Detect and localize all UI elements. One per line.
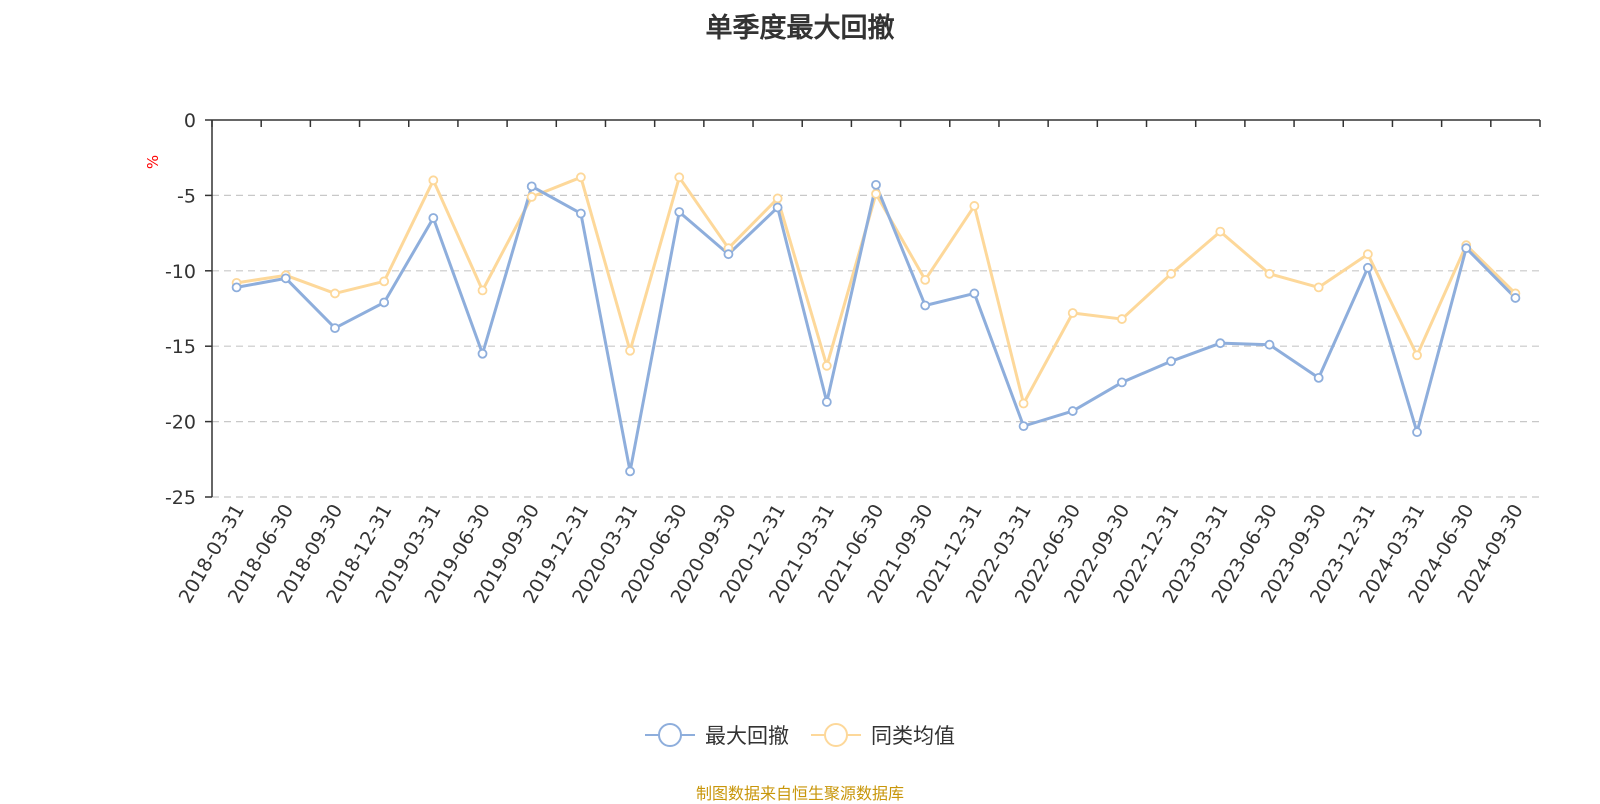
data-point bbox=[1067, 308, 1078, 318]
data-point bbox=[1264, 268, 1275, 279]
data-point bbox=[1264, 339, 1275, 350]
data-point bbox=[1313, 372, 1324, 383]
data-point bbox=[1018, 398, 1029, 409]
data-point bbox=[1215, 226, 1226, 237]
data-point bbox=[625, 466, 635, 477]
data-point bbox=[772, 193, 783, 204]
y-tick-label: -15 bbox=[165, 336, 196, 358]
data-point bbox=[674, 172, 685, 183]
data-point bbox=[674, 207, 685, 217]
data-point bbox=[1461, 243, 1472, 254]
y-axis-label: % bbox=[144, 155, 162, 169]
data-point bbox=[1510, 293, 1521, 303]
y-tick-label: -5 bbox=[177, 185, 196, 207]
data-point bbox=[526, 181, 537, 192]
data-point bbox=[477, 285, 488, 296]
data-point bbox=[625, 345, 635, 356]
data-point bbox=[723, 249, 734, 260]
data-point bbox=[379, 276, 390, 287]
data-point bbox=[575, 208, 586, 219]
chart-title: 单季度最大回撤 bbox=[705, 13, 895, 44]
data-point bbox=[477, 348, 488, 359]
y-tick-label: -25 bbox=[165, 487, 196, 509]
data-point bbox=[526, 192, 537, 202]
data-point bbox=[1362, 249, 1373, 260]
data-point bbox=[1117, 377, 1127, 388]
data-point bbox=[1018, 421, 1029, 432]
data-point bbox=[1117, 314, 1127, 324]
data-point bbox=[1067, 406, 1078, 416]
data-point bbox=[330, 288, 340, 299]
data-point bbox=[428, 213, 439, 223]
data-point bbox=[871, 188, 881, 199]
data-point bbox=[969, 288, 980, 299]
data-point bbox=[1166, 268, 1177, 279]
data-point bbox=[821, 360, 832, 371]
chart-canvas: 0-5-10-15-20-25%2018-03-312018-06-302018… bbox=[144, 110, 1541, 607]
data-point bbox=[821, 397, 832, 407]
data-point bbox=[1362, 262, 1373, 273]
y-tick-label: -20 bbox=[165, 412, 196, 434]
data-point bbox=[969, 201, 980, 211]
data-point bbox=[280, 273, 291, 284]
data-point bbox=[871, 179, 881, 190]
legend-item-max-drawdown[interactable]: 最大回撤 bbox=[645, 720, 789, 750]
data-point bbox=[330, 323, 340, 334]
data-point bbox=[1412, 350, 1422, 361]
data-point bbox=[772, 202, 783, 213]
data-point bbox=[379, 297, 390, 308]
data-point bbox=[575, 172, 586, 183]
y-tick-label: 0 bbox=[184, 110, 196, 132]
data-point bbox=[920, 300, 931, 311]
data-point bbox=[1215, 338, 1226, 349]
chart-legend: 最大回撤 同类均值 bbox=[0, 720, 1600, 750]
data-point bbox=[920, 274, 931, 285]
legend-item-peer-average[interactable]: 同类均值 bbox=[811, 720, 955, 750]
legend-line-circle-icon bbox=[811, 723, 861, 747]
data-point bbox=[428, 175, 439, 186]
legend-label: 最大回撤 bbox=[705, 724, 789, 748]
data-source-note: 制图数据来自恒生聚源数据库 bbox=[695, 784, 904, 803]
data-point bbox=[231, 282, 242, 293]
series-line-max-drawdown bbox=[236, 183, 1517, 473]
data-point bbox=[1313, 282, 1324, 293]
y-tick-label: -10 bbox=[165, 261, 196, 283]
data-point bbox=[1166, 356, 1177, 367]
legend-label: 同类均值 bbox=[871, 724, 955, 748]
legend-line-circle-icon bbox=[645, 723, 695, 747]
data-point bbox=[1412, 427, 1422, 438]
